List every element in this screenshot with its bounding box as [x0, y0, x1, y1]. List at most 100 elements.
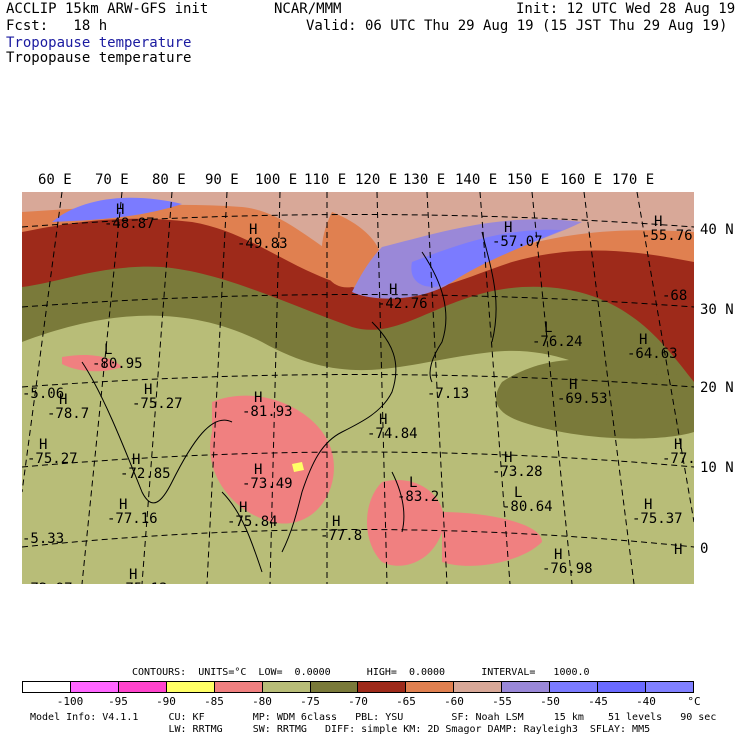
center-value-label: -72.85 [120, 466, 171, 482]
pressure-center-letter: H [639, 332, 647, 348]
lat-label: 20 N [700, 380, 734, 396]
model-title: ACCLIP 15km ARW-GFS init [6, 1, 209, 17]
legend-label: -50 [540, 695, 560, 708]
lon-label: 80 E [152, 172, 186, 188]
legend-label: -70 [348, 695, 368, 708]
field-label-contour: Tropopause temperature [6, 50, 192, 66]
field-label-filled: Tropopause temperature [6, 35, 192, 51]
legend-label: -65 [396, 695, 416, 708]
pressure-center-letter: H [39, 437, 47, 453]
model-info-line2: LW: RRTMG SW: RRTMG DIFF: simple KM: 2D … [30, 724, 651, 735]
legend-label: -95 [108, 695, 128, 708]
pressure-center-letter: H [332, 514, 340, 530]
lon-label: 170 E [612, 172, 655, 188]
legend-swatch [214, 682, 263, 692]
pressure-center-letter: H [59, 392, 67, 408]
legend-swatch [118, 682, 167, 692]
center-value-label: -73.49 [242, 476, 293, 492]
center-value-label: -68 [662, 288, 687, 304]
legend-label: -60 [444, 695, 464, 708]
pressure-center-letter: L [514, 485, 522, 501]
legend-swatch [23, 682, 71, 692]
legend-label: -75 [300, 695, 320, 708]
center-value-label: -64.63 [627, 346, 678, 362]
center-value-label: -75.37 [632, 511, 683, 527]
legend-label: -85 [204, 695, 224, 708]
center-value-label: -76.24 [532, 334, 583, 350]
legend-swatch [310, 682, 359, 692]
color-legend [22, 681, 694, 693]
center-value-label: -49.83 [237, 236, 288, 252]
lon-label: 140 E [455, 172, 498, 188]
pressure-center-letter: L [409, 475, 417, 491]
lon-label: 70 E [95, 172, 129, 188]
legend-swatch [166, 682, 215, 692]
legend-label: -45 [588, 695, 608, 708]
legend-swatch [454, 682, 503, 692]
valid-time: Valid: 06 UTC Thu 29 Aug 19 (15 JST Thu … [306, 18, 728, 34]
contour-info: CONTOURS: UNITS=°C LOW= 0.0000 HIGH= 0.0… [132, 667, 590, 678]
tropopause-temperature-map: H-48.87 H-49.83H-57.07H-55.76-68H-42.76L-… [22, 192, 694, 584]
legend-unit: °C [687, 695, 701, 708]
center-value-label: -83.2 [397, 489, 439, 505]
center-value-label: -5.33 [22, 531, 64, 547]
center-value-label: -80.95 [92, 356, 143, 372]
center-value-label: -77.16 [107, 511, 158, 527]
legend-swatch [550, 682, 599, 692]
pressure-center-letter: L [544, 320, 552, 336]
pressure-center-letter: H [379, 412, 387, 428]
lon-label: 150 E [507, 172, 550, 188]
legend-label: -55 [492, 695, 512, 708]
center-value-label: -57.07 [492, 234, 543, 250]
legend-label: -80 [252, 695, 272, 708]
pressure-center-letter: H [239, 500, 247, 516]
center-value-label: -80.64 [502, 499, 553, 515]
pressure-center-letter: H [254, 390, 262, 406]
pressure-center-letter: H [569, 377, 577, 393]
center-value-label: -77.8 [320, 528, 362, 544]
legend-swatch [70, 682, 119, 692]
pressure-center-letter: H [116, 202, 124, 218]
legend-swatch [502, 682, 551, 692]
pressure-center-letter: H [144, 382, 152, 398]
pressure-center-letter: H [254, 462, 262, 478]
legend-label: -100 [56, 695, 84, 708]
center-value-label: -81.93 [242, 404, 293, 420]
center-value-label: -74.84 [367, 426, 418, 442]
lat-label: 10 N [700, 460, 734, 476]
center-value-label: -7.13 [427, 386, 469, 402]
lon-label: 110 E [304, 172, 347, 188]
pressure-center-letter: H [119, 497, 127, 513]
lon-label: 160 E [560, 172, 603, 188]
lon-label: 100 E [255, 172, 298, 188]
legend-swatch [406, 682, 455, 692]
forecast-hour: Fcst: 18 h [6, 18, 108, 34]
pressure-center-letter: H [132, 452, 140, 468]
pressure-center-letter: H [554, 547, 562, 563]
legend-label: -40 [636, 695, 656, 708]
center-value-label: -75.84 [227, 514, 278, 530]
pressure-center-letter: L [104, 342, 112, 358]
pressure-center-letter: H [644, 497, 652, 513]
center-value-label: -5.06 [22, 386, 64, 402]
model-info-line1: Model Info: V4.1.1 CU: KF MP: WDM 6class… [30, 712, 717, 723]
pressure-center-letter: H [389, 282, 397, 298]
org-label: NCAR/MMM [274, 1, 342, 17]
center-value-label: -72.97 [22, 581, 73, 584]
center-value-label: -75.27 [27, 451, 78, 467]
pressure-center-letter: H [674, 437, 682, 453]
pressure-center-letter: H [654, 214, 662, 230]
lon-label: 130 E [403, 172, 446, 188]
center-value-label: -77.9 [662, 451, 694, 467]
legend-swatch [358, 682, 407, 692]
lon-label: 120 E [355, 172, 398, 188]
pressure-center-letter: H [129, 567, 137, 583]
legend-swatch [598, 682, 646, 692]
lon-label: 90 E [205, 172, 239, 188]
legend-label: -90 [156, 695, 176, 708]
init-time: Init: 12 UTC Wed 28 Aug 19 [516, 1, 736, 17]
legend-swatch [645, 682, 693, 692]
pressure-center-letter: H [504, 450, 512, 466]
center-value-label: -76.98 [542, 561, 593, 577]
center-value-label: -75.13 [117, 581, 168, 584]
